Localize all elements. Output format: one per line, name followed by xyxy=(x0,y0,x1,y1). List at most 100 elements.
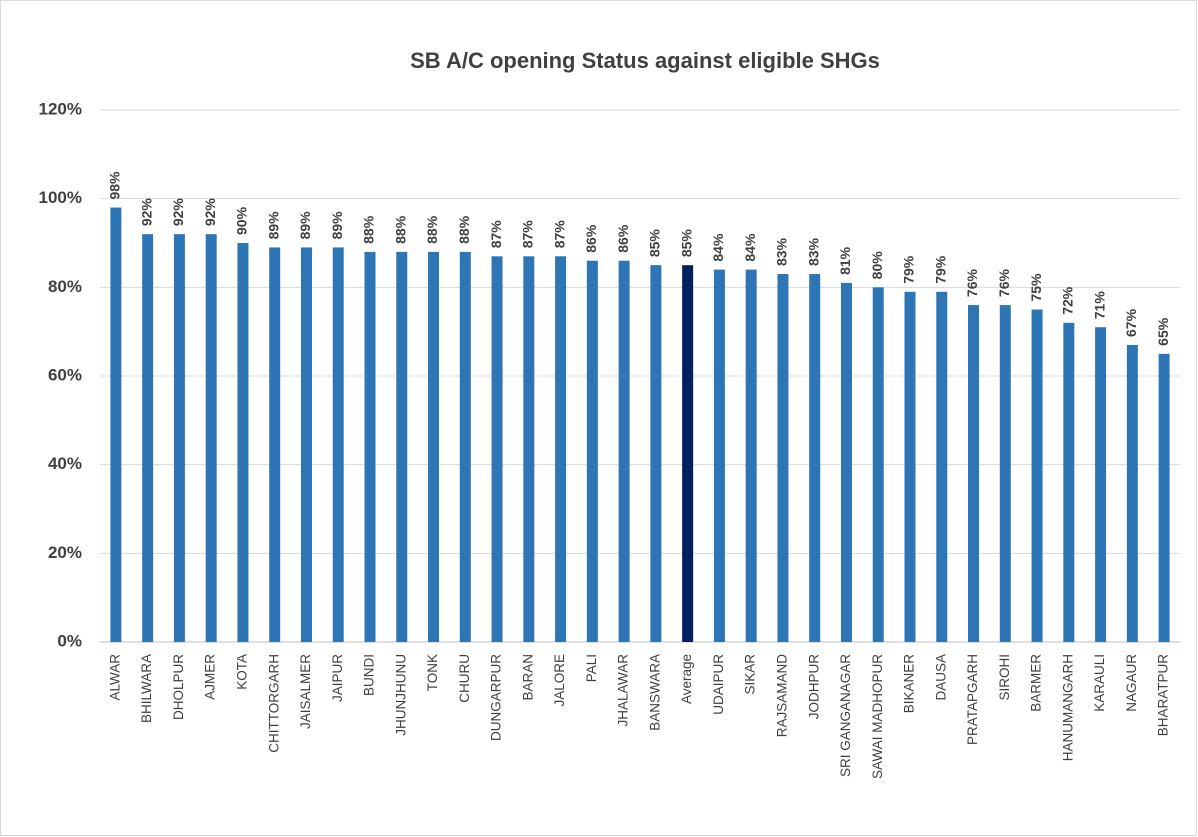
x-tick-label: ALWAR xyxy=(107,654,122,701)
value-label: 76% xyxy=(964,268,980,297)
x-tick-label: BANSWARA xyxy=(647,654,662,731)
x-tick-label: BUNDI xyxy=(362,654,377,696)
x-tick-label: SIROHI xyxy=(997,654,1012,701)
x-tick-label: JODHPUR xyxy=(806,654,821,720)
x-tick-label: SRI GANGANAGAR xyxy=(838,654,853,777)
bar xyxy=(142,234,154,642)
bar xyxy=(1158,353,1170,642)
bar xyxy=(777,274,789,642)
x-tick-label: KOTA xyxy=(235,654,250,690)
bar xyxy=(713,269,725,642)
value-label: 87% xyxy=(520,220,536,249)
value-label: 89% xyxy=(265,211,281,240)
value-label: 71% xyxy=(1091,291,1107,320)
bar xyxy=(205,234,217,642)
value-label: 98% xyxy=(107,171,123,200)
value-label: 79% xyxy=(932,255,948,284)
value-label: 76% xyxy=(996,268,1012,297)
bar xyxy=(682,265,694,642)
bar xyxy=(523,256,535,642)
value-label: 75% xyxy=(1028,273,1044,302)
bar xyxy=(110,207,122,643)
x-tick-label: UDAIPUR xyxy=(711,654,726,715)
x-tick-label: JALORE xyxy=(552,654,567,707)
bar xyxy=(1063,322,1075,642)
y-tick-label: 40% xyxy=(48,454,82,473)
value-label: 65% xyxy=(1155,317,1171,346)
bar xyxy=(809,274,821,642)
bar xyxy=(586,260,598,642)
y-tick-label: 0% xyxy=(57,631,82,650)
x-tick-label: HANUMANGARH xyxy=(1060,654,1075,761)
x-tick-label: BIKANER xyxy=(902,654,917,714)
x-tick-label: Average xyxy=(679,654,694,704)
value-label: 87% xyxy=(488,220,504,249)
x-tick-label: PRATAPGARH xyxy=(965,654,980,745)
value-label: 87% xyxy=(551,220,567,249)
x-tick-label: JAIPUR xyxy=(330,654,345,702)
value-label: 85% xyxy=(678,229,694,258)
value-label: 79% xyxy=(901,255,917,284)
bar xyxy=(491,256,503,642)
bar xyxy=(650,265,662,642)
bar xyxy=(364,251,376,642)
bar xyxy=(745,269,757,642)
bar xyxy=(300,247,312,642)
value-label: 90% xyxy=(234,206,250,235)
value-label: 85% xyxy=(647,229,663,258)
chart-title: SB A/C opening Status against eligible S… xyxy=(410,48,880,73)
bar xyxy=(968,305,980,642)
bar xyxy=(332,247,344,642)
value-label: 92% xyxy=(170,198,186,227)
bar xyxy=(1031,309,1043,642)
y-tick-label: 20% xyxy=(48,543,82,562)
x-tick-label: SIKAR xyxy=(743,654,758,695)
bar xyxy=(555,256,567,642)
value-label: 84% xyxy=(710,233,726,262)
x-tick-label: CHURU xyxy=(457,654,472,703)
x-tick-label: AJMER xyxy=(203,654,218,700)
bar xyxy=(1126,344,1138,642)
bar xyxy=(618,260,630,642)
bar xyxy=(396,251,408,642)
x-tick-label: BARAN xyxy=(520,654,535,701)
x-tick-label: JHALAWAR xyxy=(616,654,631,727)
y-tick-label: 100% xyxy=(39,188,82,207)
x-tick-label: TONK xyxy=(425,654,440,691)
x-tick-label: JHUNJHUNU xyxy=(393,654,408,736)
value-label: 83% xyxy=(805,237,821,266)
x-tick-label: DAUSA xyxy=(933,654,948,701)
y-tick-label: 120% xyxy=(39,99,82,118)
y-tick-label: 80% xyxy=(48,277,82,296)
x-tick-label: PALI xyxy=(584,654,599,682)
value-label: 89% xyxy=(297,211,313,240)
bar xyxy=(428,251,440,642)
value-label: 80% xyxy=(869,251,885,280)
y-tick-label: 60% xyxy=(48,365,82,384)
value-label: 92% xyxy=(202,198,218,227)
bar xyxy=(840,282,852,642)
bar xyxy=(459,251,471,642)
x-tick-label: SAWAI MADHOPUR xyxy=(870,654,885,779)
value-label: 67% xyxy=(1123,308,1139,337)
value-label: 88% xyxy=(424,215,440,244)
value-label: 88% xyxy=(392,215,408,244)
x-tick-label: DUNGARPUR xyxy=(489,654,504,741)
bar xyxy=(872,287,884,642)
x-tick-label: NAGAUR xyxy=(1124,654,1139,712)
value-label: 83% xyxy=(774,237,790,266)
value-label: 86% xyxy=(615,224,631,253)
x-tick-label: RAJSAMAND xyxy=(775,654,790,738)
value-label: 89% xyxy=(329,211,345,240)
x-tick-label: DHOLPUR xyxy=(171,654,186,720)
value-label: 84% xyxy=(742,233,758,262)
bar xyxy=(269,247,281,642)
value-label: 86% xyxy=(583,224,599,253)
value-label: 72% xyxy=(1060,286,1076,315)
value-label: 81% xyxy=(837,246,853,275)
bar xyxy=(999,305,1011,642)
x-tick-label: BARMER xyxy=(1029,654,1044,712)
bar xyxy=(904,291,916,642)
bar xyxy=(173,234,185,642)
